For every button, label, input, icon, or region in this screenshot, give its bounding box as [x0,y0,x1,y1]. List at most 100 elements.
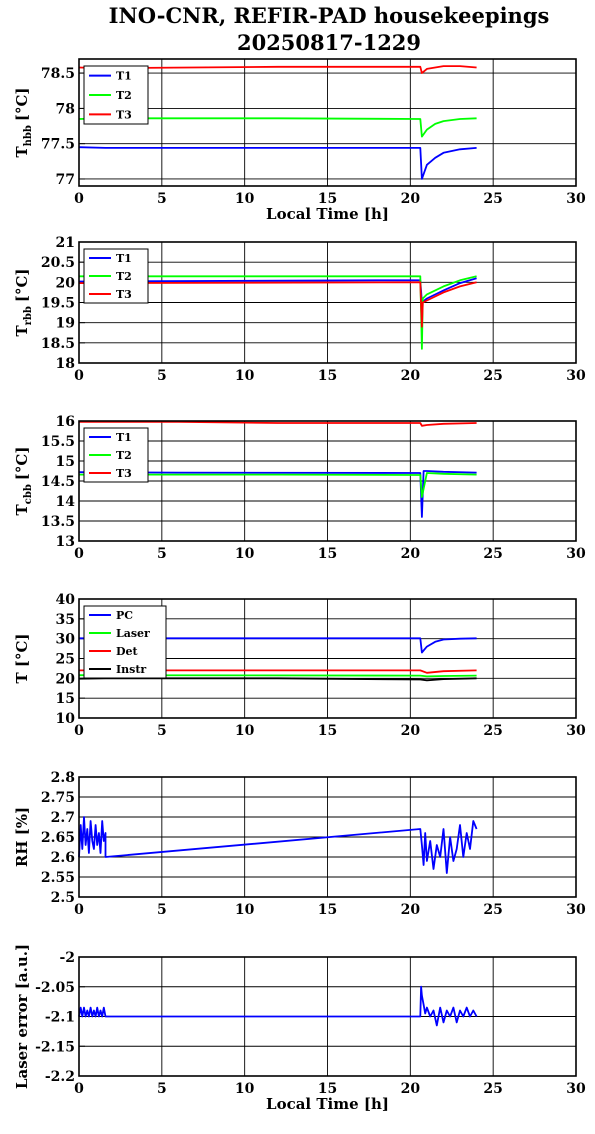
legend: T1 T2 T3 [83,427,149,483]
legend: T1 T2 T3 [83,248,149,304]
y-tick-label: 18 [56,356,75,372]
y-axis-label-main: T [13,146,31,158]
series-line-t1 [78,277,477,304]
x-tick-label: 10 [235,368,255,384]
x-tick-label: 10 [235,191,255,207]
y-axis-label-main: T [°C] [13,633,31,683]
series-line-t3 [78,65,477,74]
x-tick-label: 20 [401,1081,421,1097]
legend-label-laser: Laser [116,627,150,640]
y-axis-label-main: T [13,503,31,515]
y-tick-label: 15 [56,454,75,470]
y-axis-label: RH [%] [13,807,31,867]
y-tick-label: 14 [56,494,76,510]
x-tick-label: 30 [566,1081,586,1097]
y-tick-label: 20 [56,671,76,687]
series-line-laser [78,674,477,678]
y-tick-label: -2.1 [45,1010,75,1026]
legend-label-t3: T3 [116,108,132,121]
y-tick-label: 19 [56,316,75,332]
y-axis-label-unit: [°C] [13,268,31,302]
y-tick-label: 19.5 [41,296,75,312]
y-tick-label: -2.15 [35,1039,75,1055]
x-tick-label: 20 [401,546,421,562]
y-tick-label: 77 [56,172,75,188]
legend-label-instr: Instr [116,663,146,676]
x-tick-label: 10 [235,1081,255,1097]
x-tick-label: 15 [318,1081,337,1097]
plot-frame [78,598,577,719]
y-tick-label: 35 [56,612,75,628]
legend-label-det: Det [116,645,139,658]
y-axis-label-main: Laser error [a.u.] [13,944,31,1089]
y-tick-label: 2.6 [51,850,75,866]
legend-label-t3: T3 [116,467,132,480]
x-tick-label: 10 [235,546,255,562]
y-axis-label-sub: cbb [23,484,34,504]
y-tick-label: -2 [59,950,75,966]
x-tick-label: 15 [318,191,337,207]
x-tick-label: 15 [318,902,337,918]
legend-label-t1: T1 [116,431,132,444]
legend-label-t2: T2 [116,449,132,462]
series-line-t3 [78,281,477,328]
y-tick-label: 2.8 [51,770,75,786]
legend-label-t2: T2 [116,89,132,102]
series-line-t1 [78,146,477,180]
plot-frame [78,776,577,898]
y-axis-label-sub: hbb [23,125,34,146]
y-tick-label: 18.5 [41,336,75,352]
x-tick-label: 0 [74,546,84,562]
y-tick-label: 16 [56,414,75,430]
series-line-det [79,669,477,674]
y-tick-label: 10 [56,711,76,727]
x-tick-label: 20 [401,191,421,207]
x-tick-label: 15 [318,546,337,562]
y-tick-label: 30 [56,632,76,648]
y-tick-label: 15.5 [41,434,75,450]
legend-label-pc: PC [116,609,133,622]
y-axis-label: Laser error [a.u.] [13,944,31,1089]
x-tick-label: 5 [157,191,167,207]
y-tick-label: 15 [56,691,75,707]
x-axis-label: Local Time [h] [266,205,389,223]
x-axis-label: Local Time [h] [266,1095,389,1113]
legend-box [83,605,167,679]
y-tick-label: 13 [56,534,75,550]
series-line-t3 [79,420,477,427]
x-tick-label: 5 [157,368,167,384]
chart-panel-1: 77 77.5 78 78.5 0 5 10 15 20 25 30 T1 T2 T3 Thbb [°C] Lo… [13,58,586,223]
x-tick-label: 10 [235,902,255,918]
x-tick-label: 20 [401,902,421,918]
plot-frame [78,420,577,542]
y-tick-label: 2.7 [51,810,75,826]
x-tick-label: 20 [401,368,421,384]
y-tick-label: 2.65 [41,830,75,846]
y-axis-label: Tcbb [°C] [13,447,34,516]
x-tick-label: 15 [318,723,337,739]
chart-panel-2: 18 18.5 19 19.5 20 20.5 21 0 5 10 15 20 25 30 T1 T2 T3 Tr… [13,235,586,384]
y-axis-label-main: T [13,325,31,337]
y-tick-label: -2.2 [45,1069,75,1085]
y-axis-label-unit: [°C] [13,447,31,481]
y-tick-label: 21 [56,235,75,251]
x-tick-label: 30 [566,546,586,562]
chart-panel-6: -2.2 -2.15 -2.1 -2.05 -2 0 5 10 15 20 25 30 Laser er… [13,944,586,1113]
x-tick-label: 0 [74,191,84,207]
x-tick-label: 30 [566,368,586,384]
x-tick-label: 30 [566,902,586,918]
y-tick-label: 40 [56,592,76,608]
x-tick-label: 5 [157,723,167,739]
legend-label-t1: T1 [116,70,132,83]
x-tick-label: 25 [483,723,502,739]
x-tick-label: 5 [157,902,167,918]
y-tick-label: 25 [56,652,75,668]
plot-frame [78,58,577,187]
x-tick-label: 0 [74,1081,84,1097]
x-tick-label: 25 [483,368,502,384]
series-line-t2 [78,117,477,138]
legend-label-t2: T2 [116,270,132,283]
y-axis-label-sub: rbb [23,306,34,325]
x-tick-label: 10 [235,723,255,739]
